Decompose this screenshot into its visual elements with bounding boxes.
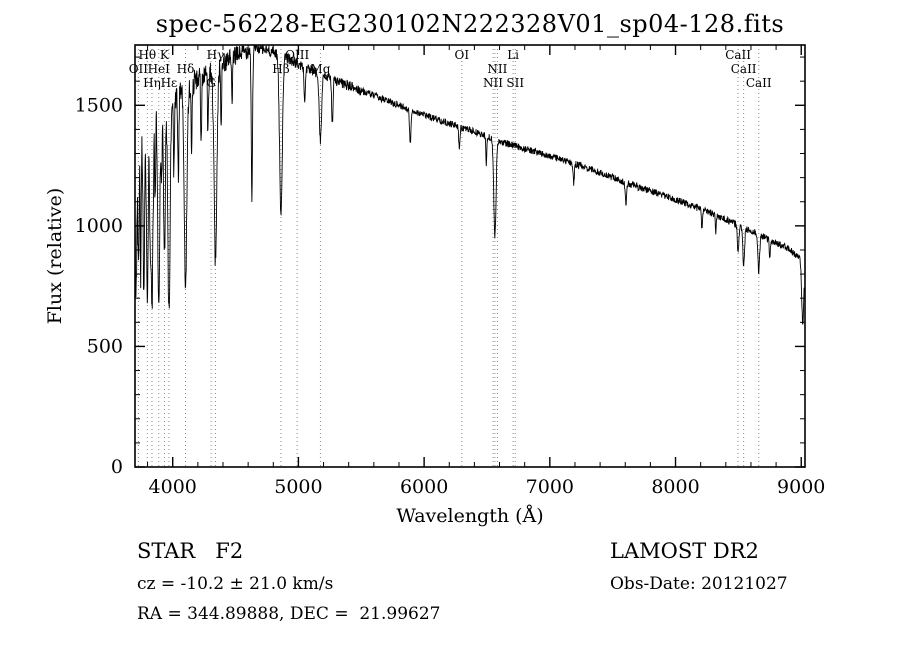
x-tick-label: 6000 xyxy=(400,476,448,498)
feature-label: HeI xyxy=(148,62,171,76)
feature-label: Li xyxy=(507,48,519,62)
feature-label: OII xyxy=(129,62,149,76)
plot-title: spec-56228-EG230102N222328V01_sp04-128.f… xyxy=(155,10,785,38)
y-tick-label: 1000 xyxy=(75,215,123,237)
feature-label: Mg xyxy=(310,62,330,76)
feature-label: CaII xyxy=(731,62,757,76)
feature-label: NII xyxy=(483,76,503,90)
feature-label: OI xyxy=(455,48,470,62)
obs-date: Obs-Date: 20121027 xyxy=(610,574,788,594)
object-class-label: STAR F2 xyxy=(137,539,244,563)
x-tick-label: 5000 xyxy=(274,476,322,498)
x-tick-label: 8000 xyxy=(651,476,699,498)
feature-label: Hγ xyxy=(207,48,225,62)
y-tick-label: 500 xyxy=(87,335,123,357)
feature-label: CaII xyxy=(725,48,751,62)
cz-value: cz = -10.2 ± 21.0 km/s xyxy=(137,574,334,594)
survey-label: LAMOST DR2 xyxy=(610,539,759,563)
feature-label: Hθ xyxy=(138,48,156,62)
feature-label: Hδ xyxy=(177,62,195,76)
y-tick-label: 1500 xyxy=(75,94,123,116)
feature-label: NII xyxy=(487,62,507,76)
feature-label: CaII xyxy=(746,76,772,90)
feature-label: K xyxy=(160,48,170,62)
feature-label: Hη xyxy=(143,76,161,90)
x-axis-label: Wavelength (Å) xyxy=(396,505,544,527)
feature-label: OIII xyxy=(285,48,309,62)
feature-label: Hβ xyxy=(272,62,289,76)
spectrum-path xyxy=(134,44,805,325)
feature-label: SII xyxy=(506,76,524,90)
feature-label: Hε xyxy=(161,76,178,90)
ra-dec-value: RA = 344.89888, DEC = 21.99627 xyxy=(137,604,441,624)
x-tick-label: 7000 xyxy=(526,476,574,498)
x-tick-label: 9000 xyxy=(777,476,825,498)
y-tick-label: 0 xyxy=(111,456,123,478)
feature-label: G xyxy=(206,76,216,90)
x-tick-label: 4000 xyxy=(149,476,197,498)
plot-border xyxy=(134,44,806,468)
